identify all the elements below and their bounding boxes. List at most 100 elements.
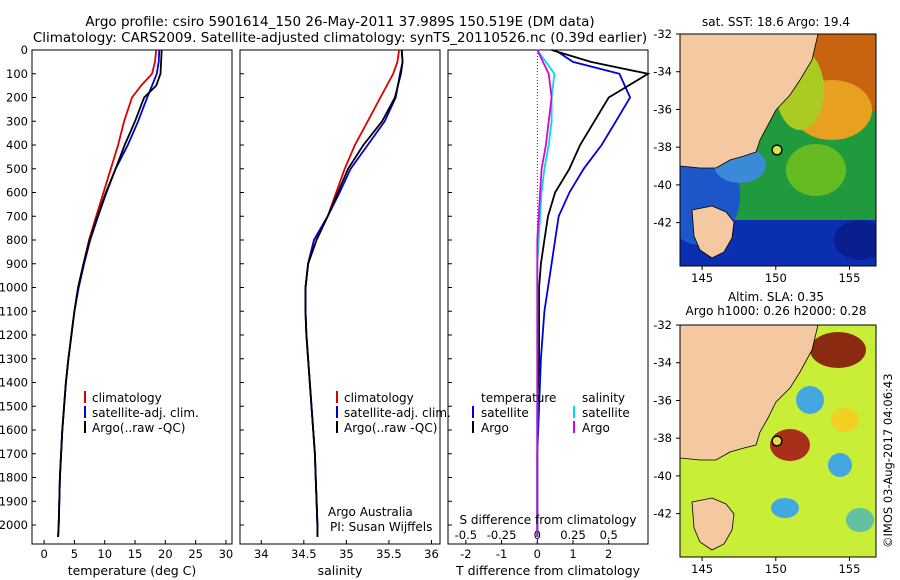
x-tick-label: 0 [40,547,47,561]
legend-swatch-sal-argo [573,421,575,433]
legend-label-climatology: climatology [92,391,162,405]
sst-argo-dot [773,146,781,154]
x-tick-label: 25 [188,547,203,561]
y-tick-label: 1100 [0,304,28,318]
salinity-panel-frame [239,49,441,545]
y-tick-label: 1600 [0,423,28,437]
map-y-tick-label: -40 [653,469,672,483]
y-tick-label: 1900 [0,494,28,508]
x-tick-label: 2 [605,547,612,561]
x-tick-label: 10 [97,547,112,561]
map-x-tick-label: 155 [838,271,860,285]
x-tick-label-salinity: 0.5 [600,528,618,542]
sla-low-eddy-3 [771,498,799,518]
header-line2: Climatology: CARS2009. Satellite-adjuste… [33,30,647,46]
y-tick-label: 600 [6,186,28,200]
legend-swatch-climatology [84,391,86,403]
map-x-tick-label: 145 [691,562,713,576]
x-tick-label: -1 [496,547,507,561]
temperature-legend: climatology satellite-adj. clim. Argo(..… [84,391,199,435]
legend-label-climatology: climatology [344,391,414,405]
sla-mainland [680,325,819,461]
sla-tasmania [691,497,735,551]
y-tick-label: 800 [6,233,28,247]
sst-argo-marker [771,144,783,156]
sla-map-subtitle: Argo h1000: 0.26 h2000: 0.28 [686,304,867,318]
legend-swatch-temp-satellite [472,406,474,418]
x-tick-label: 34 [254,547,269,561]
legend-label-temp-satellite: satellite [481,406,529,420]
salinity-panel: 34 34.5 35 35.5 36 [240,49,439,561]
map-y-tick-label: -42 [653,507,672,521]
x-tick-label-salinity: -0.25 [487,528,517,542]
map-y-tick-label: -32 [653,27,672,41]
y-tick-label: 500 [6,162,28,176]
series-line [57,49,163,537]
sla-warm-patch [831,408,859,432]
y-tick-label: 1700 [0,447,28,461]
y-tick-label: 900 [6,257,28,271]
salinity-xlabel: salinity [318,563,363,578]
sst-mid-region [786,144,846,196]
x-tick-label: 0 [534,547,541,561]
legend-label-sal-satellite: satellite [582,406,630,420]
x-tick-label: -2 [460,547,471,561]
header-line1: Argo profile: csiro 5901614_150 26-May-2… [85,14,594,30]
map-y-tick-label: -34 [653,65,672,79]
temperature-xlabel: temperature (deg C) [68,563,197,578]
sst-map-frame [679,33,877,267]
y-tick-label: 1300 [0,352,28,366]
map-y-tick-label: -34 [653,356,672,370]
x-tick-label: 5 [71,547,78,561]
map-y-tick-label: -38 [653,140,672,154]
x-tick-label: 36 [424,547,439,561]
y-tick-label: 2000 [0,518,28,532]
x-tick-label: 35 [339,547,354,561]
sla-map-frame [679,324,877,558]
y-tick-label: 1200 [0,328,28,342]
x-tick-label: 34.5 [291,547,317,561]
map-y-tick-label: -38 [653,431,672,445]
legend-swatch-sal-satellite [573,406,575,418]
sla-low-eddy-2 [828,453,852,477]
legend-label-sal-argo: Argo [582,421,610,435]
difference-top-xlabel: S difference from climatology [460,513,637,527]
legend-swatch-climatology [336,391,338,403]
legend-label-argo: Argo(..raw -QC) [92,421,185,435]
sla-low-patch [846,508,874,532]
y-tick-label: 200 [6,91,28,105]
y-tick-label: 400 [6,138,28,152]
series-line [536,49,553,537]
y-tick-label: 700 [6,209,28,223]
legend-title-temperature: temperature [481,391,556,405]
map-y-tick-label: -40 [653,178,672,192]
x-tick-label: 20 [158,547,173,561]
temperature-panel-frame [31,49,233,545]
y-tick-label: 1000 [0,281,28,295]
map-y-tick-label: -36 [653,102,672,116]
y-tick-label: 1500 [0,399,28,413]
legend-swatch-temp-argo [472,421,474,433]
legend-swatch-argo [336,421,338,433]
y-tick-label: 300 [6,114,28,128]
legend-title-salinity: salinity [582,391,625,405]
sla-low-eddy-1 [796,386,824,414]
sla-map-title: Altim. SLA: 0.35 [728,290,824,304]
legend-swatch-argo [84,421,86,433]
sst-cold-patch [834,220,876,260]
x-tick-label: 1 [569,547,576,561]
map-x-tick-label: 150 [765,562,787,576]
map-x-tick-label: 150 [765,271,787,285]
sst-map-title: sat. SST: 18.6 Argo: 19.4 [702,15,850,29]
credit-text: ©IMOS 03-Aug-2017 04:06:43 [881,373,895,548]
x-tick-label: 35.5 [376,547,402,561]
sla-argo-dot [773,437,781,445]
x-tick-label-salinity: 0.25 [560,528,586,542]
temperature-panel: 0100200300400500600700800900100011001200… [0,43,233,561]
sla-high-eddy-north [810,332,866,368]
difference-xlabel: T difference from climatology [455,563,641,578]
map-x-tick-label: 155 [838,562,860,576]
map-x-tick-label: 145 [691,271,713,285]
map-y-tick-label: -42 [653,216,672,230]
